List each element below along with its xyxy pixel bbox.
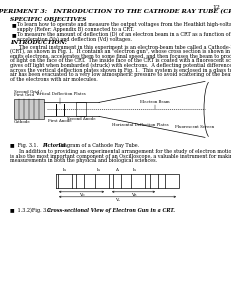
Text: Vᴇ: Vᴇ xyxy=(131,193,136,197)
Text: across the vertical deflection plates shown in Fig. 1.  This system is enclosed : across the vertical deflection plates sh… xyxy=(10,68,231,73)
Text: gives off light when bombarded (struck) with electrons.  A deflecting potential : gives off light when bombarded (struck) … xyxy=(10,63,231,68)
Text: ■  Fig. 3.1.: ■ Fig. 3.1. xyxy=(10,143,41,148)
Text: of light on the face of the CRT.  The inside face of the CRT is coated with a fl: of light on the face of the CRT. The ins… xyxy=(10,58,231,63)
Bar xyxy=(58,174,72,188)
Text: measurements in both the physical and biological sciences.: measurements in both the physical and bi… xyxy=(10,158,157,163)
Text: Vertical Deflection Plates: Vertical Deflection Plates xyxy=(35,92,85,96)
Text: 12: 12 xyxy=(212,5,220,10)
Text: INTRODUCTION:: INTRODUCTION: xyxy=(10,40,67,45)
Text: First Grid: First Grid xyxy=(14,93,34,98)
Text: (CRT), as shown in Fig. 1.  It contains an "electron gun", whose cross section i: (CRT), as shown in Fig. 1. It contains a… xyxy=(10,49,231,55)
Text: of the electrons with air molecules.: of the electrons with air molecules. xyxy=(10,77,98,82)
Text: b₁: b₁ xyxy=(63,168,67,172)
Text: First Anode: First Anode xyxy=(48,119,72,123)
Text: air has been evacuated to a very low atmospheric pressure to avoid scattering of: air has been evacuated to a very low atm… xyxy=(10,72,231,77)
Text: In addition to providing an experimental arrangement for the study of electron m: In addition to providing an experimental… xyxy=(10,149,231,154)
Text: To measure the amount of deflection (D) of an electron beam in a CRT as a functi: To measure the amount of deflection (D) … xyxy=(17,32,231,37)
Text: Pictorial: Pictorial xyxy=(42,143,66,148)
Text: SPECIFIC OBJECTIVES: SPECIFIC OBJECTIVES xyxy=(10,17,86,22)
Text: Horizontal Deflection Plates: Horizontal Deflection Plates xyxy=(112,123,168,128)
Bar xyxy=(165,174,179,188)
Text: EXPERIMENT 3:   INTRODUCTION TO THE CATHODE RAY TUBE (CRT): EXPERIMENT 3: INTRODUCTION TO THE CATHOD… xyxy=(0,9,231,14)
Text: b₁: b₁ xyxy=(133,168,137,172)
Bar xyxy=(76,102,86,116)
Text: Cross-sectional View of Electron Gun in a CRT.: Cross-sectional View of Electron Gun in … xyxy=(47,208,175,213)
Bar xyxy=(76,174,84,188)
Text: To learn how to operate and measure the output voltages from the Heathkit high-v: To learn how to operate and measure the … xyxy=(17,22,231,27)
Text: A: A xyxy=(116,168,119,172)
Text: Second Anode: Second Anode xyxy=(67,117,95,122)
Bar xyxy=(113,174,121,188)
Text: b₂: b₂ xyxy=(97,168,101,172)
Bar xyxy=(95,174,109,188)
Text: acceleration (Va) and deflection (Vd) voltages.: acceleration (Va) and deflection (Vd) vo… xyxy=(17,36,132,42)
Text: ■  1.3.2)Fig. 3.2.: ■ 1.3.2)Fig. 3.2. xyxy=(10,208,55,213)
Text: Electron Beam: Electron Beam xyxy=(140,100,170,104)
Text: ■: ■ xyxy=(12,22,17,27)
Text: Vᴄ: Vᴄ xyxy=(79,193,84,197)
Text: Fluorescent Screen: Fluorescent Screen xyxy=(175,125,215,129)
Text: is also the most important component of an Oscilloscope, a valuable instrument f: is also the most important component of … xyxy=(10,154,231,159)
Bar xyxy=(150,174,158,188)
Text: supply (Refer: Appendix B) connected to a CRT.: supply (Refer: Appendix B) connected to … xyxy=(17,27,134,32)
Bar xyxy=(131,174,145,188)
Text: emits electrons, accelerates them to some final speed, and then focuses the beam: emits electrons, accelerates them to som… xyxy=(10,54,231,59)
Text: Vₐ: Vₐ xyxy=(115,198,120,202)
Bar xyxy=(14,99,44,119)
Text: Second Grid /: Second Grid / xyxy=(14,90,42,94)
Text: Diagram of a Cathode Ray Tube.: Diagram of a Cathode Ray Tube. xyxy=(57,143,139,148)
Text: Cathode: Cathode xyxy=(14,120,30,124)
Text: ■: ■ xyxy=(12,32,17,37)
Text: The central instrument in this experiment is an electron-beam tube called a Cath: The central instrument in this experimen… xyxy=(10,45,231,50)
